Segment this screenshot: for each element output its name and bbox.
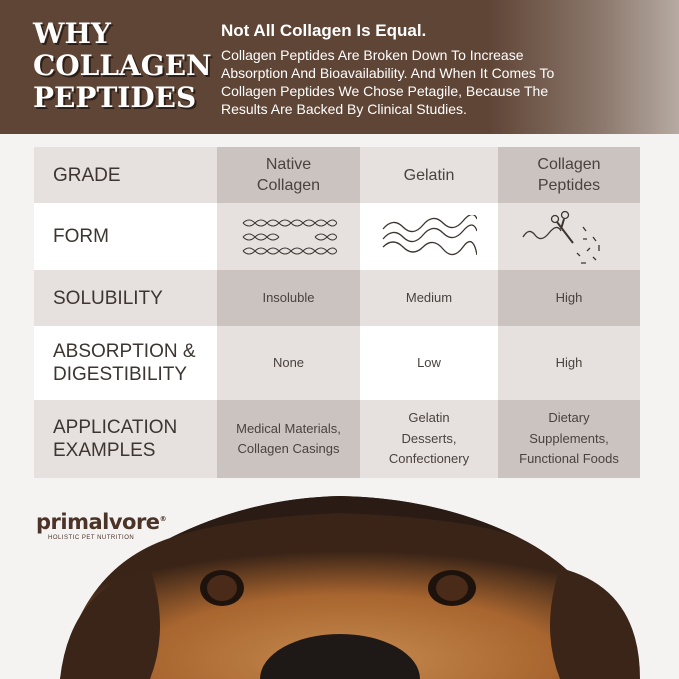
subtitle: Not All Collagen Is Equal. xyxy=(221,21,427,40)
column-header: Native Collagen xyxy=(217,147,360,203)
row-label: SOLUBILITY xyxy=(34,270,217,326)
headline-line: PEPTIDES xyxy=(33,81,197,114)
logo-wordmark: primalvore xyxy=(36,510,160,534)
headline-line: COLLAGEN xyxy=(33,49,212,82)
table-row: GRADE Native Collagen Gelatin Collagen P… xyxy=(34,147,640,203)
table-cell: High xyxy=(498,270,640,326)
column-header: Gelatin xyxy=(360,147,498,203)
table-cell: Medium xyxy=(360,270,498,326)
header-banner: WHY COLLAGEN PEPTIDES Not All Collagen I… xyxy=(0,0,679,134)
logo-tagline: HOLISTIC PET NUTRITION xyxy=(48,535,135,541)
scissors-cut-strand-icon xyxy=(498,203,640,270)
table-cell: Insoluble xyxy=(217,270,360,326)
row-label: FORM xyxy=(34,203,217,270)
table-row: APPLICATION EXAMPLES Medical Materials, … xyxy=(34,400,640,478)
dog-photo xyxy=(0,478,679,679)
table-row: ABSORPTION & DIGESTIBILITY None Low High xyxy=(34,326,640,400)
comparison-table: GRADE Native Collagen Gelatin Collagen P… xyxy=(34,147,640,478)
wavy-strands-icon xyxy=(360,203,498,270)
row-label: GRADE xyxy=(34,147,217,203)
registered-mark: ® xyxy=(159,515,167,523)
table-cell: Gelatin Desserts, Confectionery xyxy=(360,400,498,478)
headline: WHY COLLAGEN PEPTIDES xyxy=(33,18,212,114)
row-label: APPLICATION EXAMPLES xyxy=(34,400,217,478)
primalvore-logo: primalvore® HOLISTIC PET NUTRITION xyxy=(36,488,167,542)
table-cell: Dietary Supplements, Functional Foods xyxy=(498,400,640,478)
table-cell: None xyxy=(217,326,360,400)
table-row: SOLUBILITY Insoluble Medium High xyxy=(34,270,640,326)
headline-line: WHY xyxy=(33,17,111,50)
description: Collagen Peptides Are Broken Down To Inc… xyxy=(221,47,555,117)
row-label: ABSORPTION & DIGESTIBILITY xyxy=(34,326,217,400)
column-header: Collagen Peptides xyxy=(498,147,640,203)
table-row: FORM xyxy=(34,203,640,270)
table-cell: Medical Materials, Collagen Casings xyxy=(217,400,360,478)
triple-helix-icon xyxy=(217,203,360,270)
table-cell: High xyxy=(498,326,640,400)
table-cell: Low xyxy=(360,326,498,400)
